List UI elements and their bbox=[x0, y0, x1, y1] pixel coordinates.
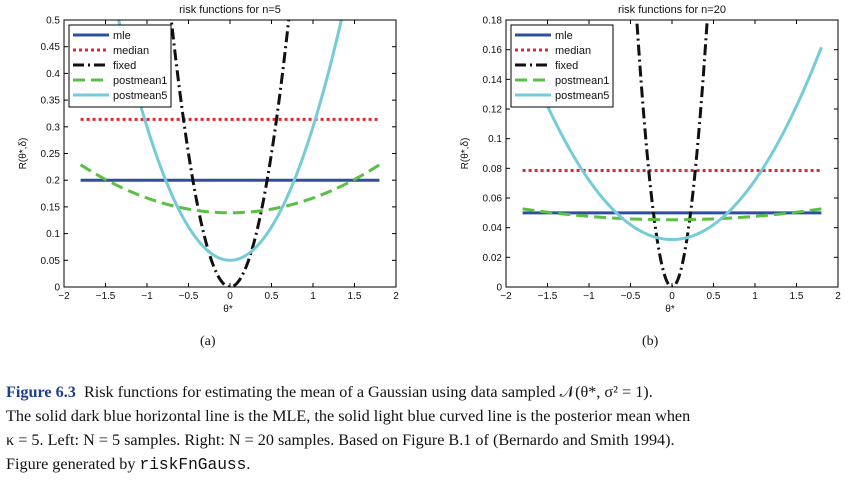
y-tick-label: 0.2 bbox=[46, 176, 60, 187]
legend-label-mle: mle bbox=[555, 30, 573, 42]
legend-label-fixed: fixed bbox=[555, 60, 578, 72]
legend-box bbox=[68, 24, 172, 108]
y-tick-label: 0.15 bbox=[41, 202, 61, 213]
legend: mle median fixed postmean1 postmean5 bbox=[510, 24, 614, 108]
x-tick-label: −1 bbox=[583, 291, 595, 302]
y-tick-label: 0.35 bbox=[41, 96, 61, 107]
risk-chart-n20: risk functions for n=20 −2 −1.5 −1 −0.5 0 0.5 1… bbox=[460, 4, 841, 315]
figure-caption: Figure 6.3 Risk functions for estimating… bbox=[6, 380, 858, 477]
legend-label-postmean1: postmean1 bbox=[113, 75, 167, 87]
y-tick-label: 0.1 bbox=[46, 229, 60, 240]
y-tick-label: 0 bbox=[496, 283, 502, 294]
x-tick-label: 1 bbox=[752, 291, 758, 302]
series-group bbox=[521, 20, 823, 287]
y-tick-label: 0.02 bbox=[483, 253, 503, 264]
y-tick-label: 0.3 bbox=[46, 122, 60, 133]
legend-label-median: median bbox=[113, 45, 149, 57]
y-tick-label: 0.1 bbox=[488, 134, 502, 145]
x-tick-label: −2 bbox=[500, 291, 512, 302]
x-tick-label: 2 bbox=[835, 291, 841, 302]
y-tick-label: 0.14 bbox=[483, 75, 503, 86]
subcaption-b: (b) bbox=[642, 334, 659, 349]
subcaption-a: (a) bbox=[200, 334, 216, 349]
x-tick-label: 0.5 bbox=[707, 291, 721, 302]
caption-code: riskFnGauss bbox=[139, 456, 247, 474]
y-tick-label: 0.5 bbox=[46, 16, 60, 27]
y-tick-label: 0.08 bbox=[483, 164, 503, 175]
y-tick-label: 0.05 bbox=[41, 256, 61, 267]
legend-label-postmean5: postmean5 bbox=[113, 90, 167, 102]
x-tick-label: 1.5 bbox=[790, 291, 804, 302]
y-tick-label: 0.16 bbox=[483, 45, 503, 56]
y-tick-label: 0.4 bbox=[46, 69, 60, 80]
legend-label-postmean5: postmean5 bbox=[555, 90, 609, 102]
y-axis-label: R(θ*,δ) bbox=[18, 138, 29, 170]
caption-text-4: Figure generated by bbox=[6, 455, 140, 473]
legend-box bbox=[510, 24, 614, 108]
caption-text-4-end: . bbox=[246, 455, 251, 473]
x-tick-label: 0 bbox=[227, 291, 233, 302]
series-line-postmean5 bbox=[521, 46, 823, 242]
legend-label-fixed: fixed bbox=[113, 60, 136, 72]
caption-line-4: Figure generated by riskFnGauss. bbox=[6, 452, 858, 477]
y-tick-label: 0.04 bbox=[483, 223, 503, 234]
x-tick-label: −1.5 bbox=[96, 291, 116, 302]
x-tick-label: 0 bbox=[669, 291, 675, 302]
caption-label: Figure 6.3 bbox=[6, 383, 76, 401]
x-tick-label: −0.5 bbox=[179, 291, 199, 302]
y-tick-label: 0.12 bbox=[483, 105, 503, 116]
x-tick-label: −1 bbox=[141, 291, 153, 302]
x-tick-label: −2 bbox=[58, 291, 70, 302]
x-tick-label: 2 bbox=[393, 291, 399, 302]
x-tick-label: 1.5 bbox=[348, 291, 362, 302]
x-axis-label: θ* bbox=[223, 304, 233, 315]
caption-text-1: Risk functions for estimating the mean o… bbox=[83, 383, 653, 401]
x-tick-label: −1.5 bbox=[538, 291, 558, 302]
series-line-postmean1 bbox=[79, 163, 381, 215]
y-tick-label: 0.18 bbox=[483, 16, 503, 27]
chart-title: risk functions for n=5 bbox=[179, 4, 281, 16]
y-tick-label: 0.25 bbox=[41, 149, 61, 160]
series-line-postmean1 bbox=[522, 207, 822, 222]
x-tick-label: 1 bbox=[310, 291, 316, 302]
y-tick-label: 0.45 bbox=[41, 42, 61, 53]
figure-panels: risk functions for n=5 −2 −1.5 −1 −0.5 0 0.5 1 1… bbox=[18, 4, 841, 315]
x-tick-label: −0.5 bbox=[621, 291, 641, 302]
legend-label-median: median bbox=[555, 45, 591, 57]
caption-line-3: κ = 5. Left: N = 5 samples. Right: N = 2… bbox=[6, 431, 675, 449]
caption-line-1: Figure 6.3 Risk functions for estimating… bbox=[6, 380, 858, 404]
legend-label-postmean1: postmean1 bbox=[555, 75, 609, 87]
risk-chart-n5: risk functions for n=5 −2 −1.5 −1 −0.5 0 0.5 1 1… bbox=[18, 4, 399, 315]
y-tick-label: 0 bbox=[54, 283, 60, 294]
y-tick-label: 0.06 bbox=[483, 194, 503, 205]
caption-line-2: The solid dark blue horizontal line is t… bbox=[6, 407, 691, 425]
x-tick-label: 0.5 bbox=[265, 291, 279, 302]
y-axis-label: R(θ*,δ) bbox=[460, 138, 471, 170]
legend: mle median fixed postmean1 postmean5 bbox=[68, 24, 172, 108]
legend-label-mle: mle bbox=[113, 30, 131, 42]
x-axis-label: θ* bbox=[665, 304, 675, 315]
chart-title: risk functions for n=20 bbox=[618, 4, 726, 16]
